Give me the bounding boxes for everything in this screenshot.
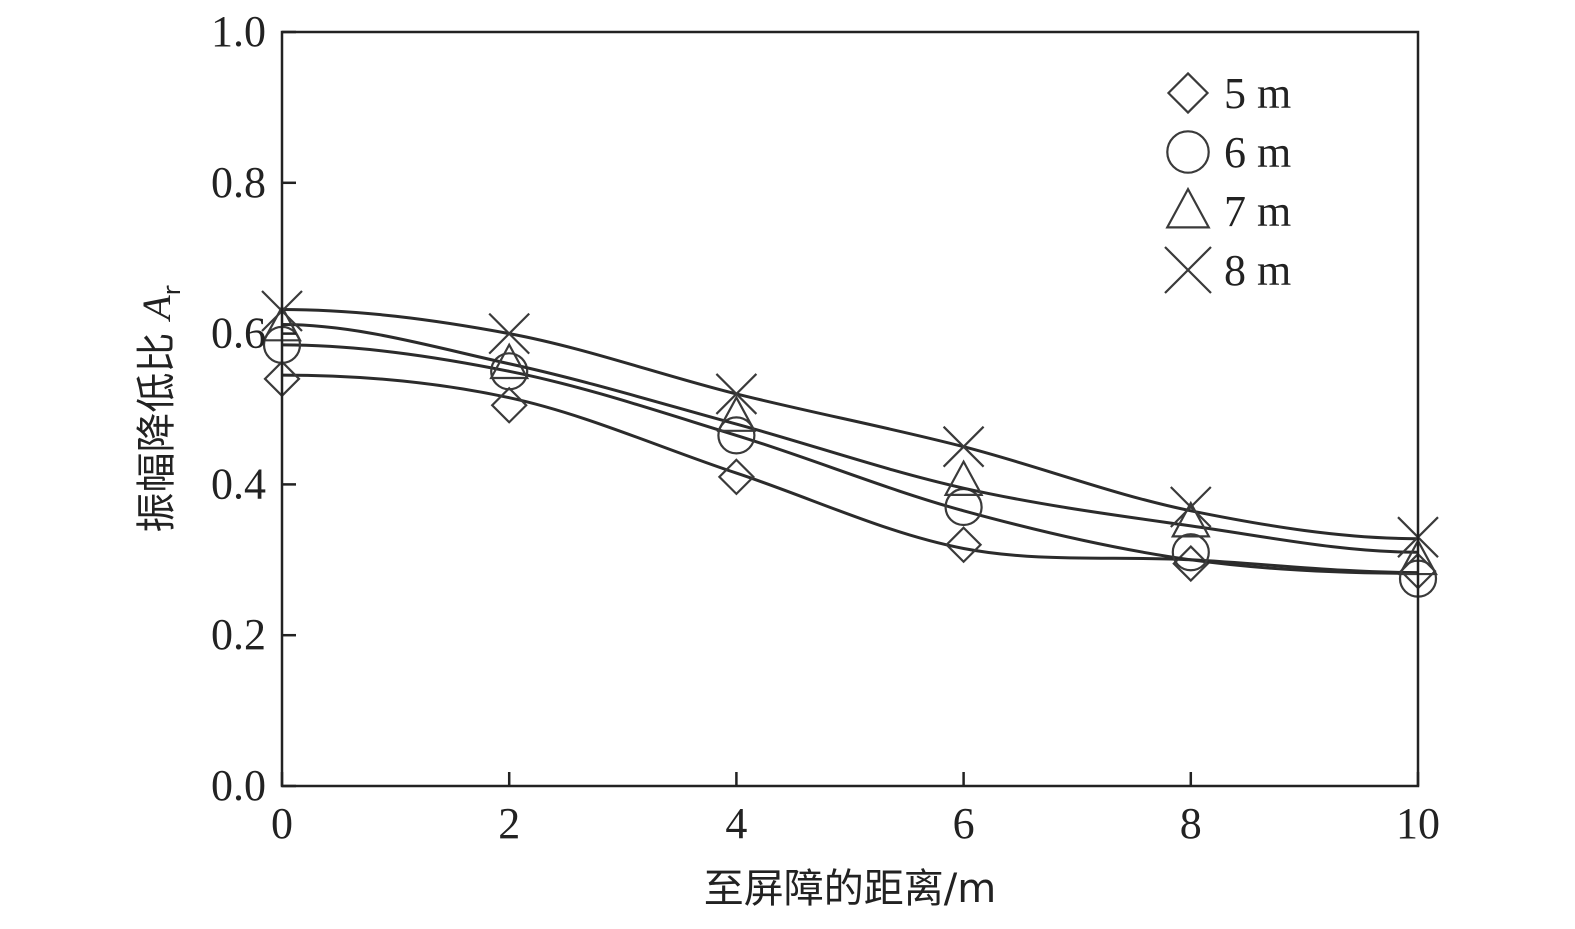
legend-x-icon bbox=[1164, 246, 1212, 294]
x-tick-label: 4 bbox=[725, 799, 747, 848]
x-axis-title: 至屏障的距离/m bbox=[704, 866, 996, 912]
y-tick-label: 0.4 bbox=[211, 459, 266, 508]
circle-marker bbox=[490, 352, 529, 391]
y-axis-title-subscript: r bbox=[158, 285, 186, 295]
x-marker bbox=[1170, 486, 1212, 528]
circle-marker bbox=[717, 416, 756, 455]
y-axis-title-symbol: A bbox=[134, 295, 179, 323]
fit-curve bbox=[281, 373, 1419, 575]
triangle-marker bbox=[943, 459, 984, 496]
legend-label: 7 m bbox=[1224, 187, 1291, 236]
diamond-marker bbox=[1172, 545, 1210, 583]
legend: 5 m 6 m 7 m 8 m bbox=[1164, 69, 1291, 295]
x-tick-label: 8 bbox=[1180, 799, 1202, 848]
triangle-marker bbox=[1170, 500, 1211, 538]
y-tick-label: 0.2 bbox=[211, 610, 266, 659]
diamond-marker bbox=[945, 526, 983, 564]
legend-label: 8 m bbox=[1224, 246, 1291, 295]
series-circle bbox=[262, 325, 1438, 598]
fit-curve bbox=[281, 343, 1419, 575]
diamond-marker bbox=[717, 458, 755, 496]
legend-diamond-icon bbox=[1166, 71, 1210, 115]
plot-frame bbox=[280, 30, 1420, 788]
fit-curve bbox=[281, 307, 1419, 541]
y-tick-label: 0.0 bbox=[211, 761, 266, 810]
series-triangle bbox=[262, 304, 1438, 576]
diamond-marker bbox=[490, 386, 528, 424]
legend-triangle-icon bbox=[1165, 186, 1211, 229]
circle-marker bbox=[1171, 533, 1210, 572]
series-x bbox=[261, 290, 1439, 558]
ticks-layer: 0 2 4 6 8 10 0.0 0.2 0.4 0.6 0.8 1.0 bbox=[211, 7, 1440, 848]
x-marker bbox=[488, 312, 530, 355]
legend-circle-icon bbox=[1166, 130, 1210, 174]
x-tick-label: 0 bbox=[271, 799, 293, 848]
triangle-marker bbox=[489, 342, 530, 380]
y-tick-label: 0.8 bbox=[211, 158, 266, 207]
x-tick-label: 2 bbox=[498, 799, 520, 848]
y-tick-label: 0.6 bbox=[211, 309, 266, 358]
x-marker bbox=[942, 425, 985, 468]
y-axis-title: 振幅降低比 Ar bbox=[134, 285, 186, 532]
fit-curve bbox=[281, 323, 1419, 554]
series-layer bbox=[261, 290, 1439, 598]
x-tick-label: 6 bbox=[953, 799, 975, 848]
x-marker bbox=[715, 373, 758, 415]
triangle-marker bbox=[716, 395, 757, 432]
x-tick-label: 10 bbox=[1396, 799, 1440, 848]
legend-label: 6 m bbox=[1224, 128, 1291, 177]
y-tick-label: 1.0 bbox=[211, 7, 266, 56]
legend-label: 5 m bbox=[1224, 69, 1291, 118]
y-axis-title-text: 振幅降低比 bbox=[134, 320, 180, 533]
